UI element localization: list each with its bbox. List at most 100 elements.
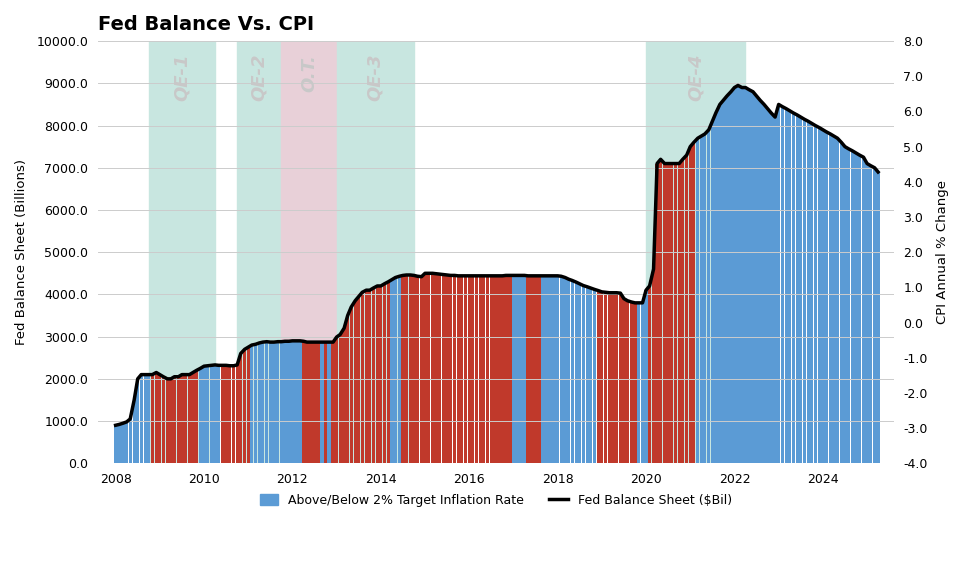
Bar (740, 88, 743, 463)
Bar (225, 365, 228, 463)
Bar (387, 282, 390, 463)
Bar (383, 284, 386, 463)
Bar (254, 344, 257, 463)
Bar (494, 276, 496, 463)
Bar (147, 375, 150, 463)
Bar (785, 108, 788, 463)
Bar (176, 377, 180, 463)
Bar (611, 293, 614, 463)
Bar (118, 424, 120, 463)
Text: QE-2: QE-2 (251, 54, 268, 101)
Bar (500, 276, 504, 463)
Bar (442, 275, 445, 463)
Bar (313, 342, 316, 463)
Bar (281, 41, 336, 463)
Bar (836, 138, 839, 463)
Bar (420, 277, 423, 463)
Bar (257, 343, 261, 463)
Bar (832, 136, 836, 463)
Bar (629, 302, 633, 463)
Bar (803, 119, 806, 463)
Bar (729, 92, 733, 463)
Bar (589, 288, 593, 463)
Bar (626, 301, 629, 463)
Bar (633, 303, 636, 463)
Bar (637, 303, 640, 463)
Bar (464, 276, 468, 463)
Bar (497, 276, 500, 463)
Bar (641, 303, 644, 463)
Bar (199, 368, 202, 463)
Bar (522, 275, 526, 463)
Bar (272, 342, 276, 463)
Bar (685, 155, 688, 463)
Bar (478, 276, 482, 463)
Bar (769, 113, 773, 463)
Bar (659, 159, 662, 463)
Bar (350, 307, 353, 463)
Bar (708, 130, 710, 463)
Bar (368, 290, 371, 463)
Bar (652, 269, 656, 463)
Bar (342, 328, 346, 463)
Bar (646, 41, 745, 463)
Bar (166, 379, 169, 463)
Bar (556, 276, 559, 463)
Bar (516, 275, 519, 463)
Bar (581, 285, 585, 463)
Bar (656, 164, 658, 463)
Bar (866, 164, 869, 463)
Bar (221, 365, 225, 463)
Bar (132, 400, 136, 463)
Bar (237, 41, 281, 463)
Bar (180, 375, 183, 463)
Bar (810, 124, 814, 463)
Bar (415, 277, 419, 463)
Text: QE-3: QE-3 (366, 54, 385, 101)
Bar (788, 111, 791, 463)
Bar (644, 290, 648, 463)
Bar (357, 297, 361, 463)
Bar (140, 375, 143, 463)
Bar (773, 117, 777, 463)
Bar (228, 366, 231, 463)
Bar (280, 342, 283, 463)
Bar (744, 88, 747, 463)
Bar (520, 275, 522, 463)
Bar (512, 275, 515, 463)
Bar (781, 107, 784, 463)
Bar (170, 379, 173, 463)
Bar (559, 277, 563, 463)
Bar (320, 342, 324, 463)
Bar (188, 375, 191, 463)
Bar (714, 113, 717, 463)
Bar (445, 275, 449, 463)
Bar (696, 138, 700, 463)
Bar (376, 286, 379, 463)
Bar (766, 108, 769, 463)
Bar (799, 117, 802, 463)
Bar (213, 365, 217, 463)
Bar (250, 345, 254, 463)
Bar (195, 370, 199, 463)
Bar (336, 41, 414, 463)
Bar (468, 276, 470, 463)
Bar (542, 276, 545, 463)
Bar (393, 278, 397, 463)
Bar (291, 341, 294, 463)
Bar (150, 375, 154, 463)
Bar (666, 164, 670, 463)
Bar (158, 375, 162, 463)
Bar (571, 280, 574, 463)
Bar (431, 273, 434, 463)
Bar (423, 273, 427, 463)
Bar (678, 164, 681, 463)
Bar (265, 342, 268, 463)
Bar (390, 280, 393, 463)
Bar (121, 423, 124, 463)
Bar (619, 293, 622, 463)
Bar (537, 276, 541, 463)
Bar (545, 276, 549, 463)
Bar (309, 342, 312, 463)
Bar (601, 292, 603, 463)
